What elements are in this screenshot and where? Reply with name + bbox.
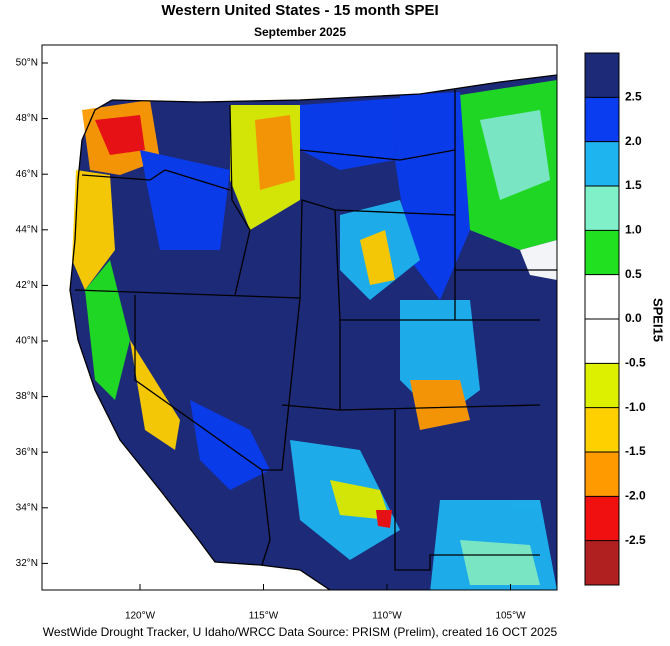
colorbar-label: 1.5 [625,178,642,192]
lon-label: 120°W [125,611,156,622]
footer: WestWide Drought Tracker, U Idaho/WRCC D… [43,625,558,639]
colorbar-swatch [585,319,619,364]
lat-label: 42°N [16,280,38,291]
colorbar-label: 2.5 [625,90,642,104]
colorbar-label: -2.0 [625,489,646,503]
lat-label: 48°N [16,113,38,124]
lat-label: 50°N [16,58,38,69]
colorbar-label: -2.5 [625,533,646,547]
lon-label: 105°W [495,611,526,622]
lon-label: 110°W [372,611,402,622]
colorbar-label: 2.0 [625,134,642,148]
colorbar-swatch [585,274,619,319]
title: Western United States - 15 month SPEI [161,2,438,19]
lat-label: 46°N [16,169,38,180]
colorbar-swatch [585,496,619,541]
lat-label: 36°N [16,447,38,458]
borders [69,74,557,590]
map [41,44,558,591]
lat-label: 38°N [16,391,38,402]
colorbar-swatch [585,141,619,186]
subtitle: September 2025 [254,25,346,39]
colorbar-swatch [585,53,619,98]
colorbar-label: -0.5 [625,356,646,370]
map-frame [41,44,558,591]
colorbar-label: -1.5 [625,444,646,458]
colorbar-title: SPEI15 [651,298,666,342]
colorbar-swatch [585,407,619,452]
colorbar-label: 1.0 [625,223,642,237]
lon-label: 115°W [249,611,279,622]
colorbar-label: 0.0 [625,311,642,325]
colorbar-label: -1.0 [625,400,646,414]
lat-label: 34°N [16,502,38,513]
colorbar-swatch [585,230,619,275]
colorbar-swatch [585,186,619,231]
colorbar-swatch [585,97,619,142]
lat-label: 32°N [16,558,38,569]
colorbar-label: 0.5 [625,267,642,281]
colorbar-swatch [585,452,619,497]
lat-label: 40°N [16,336,38,347]
colorbar-swatch [585,363,619,408]
lat-label: 44°N [16,224,38,235]
colorbar-swatch [585,540,619,585]
